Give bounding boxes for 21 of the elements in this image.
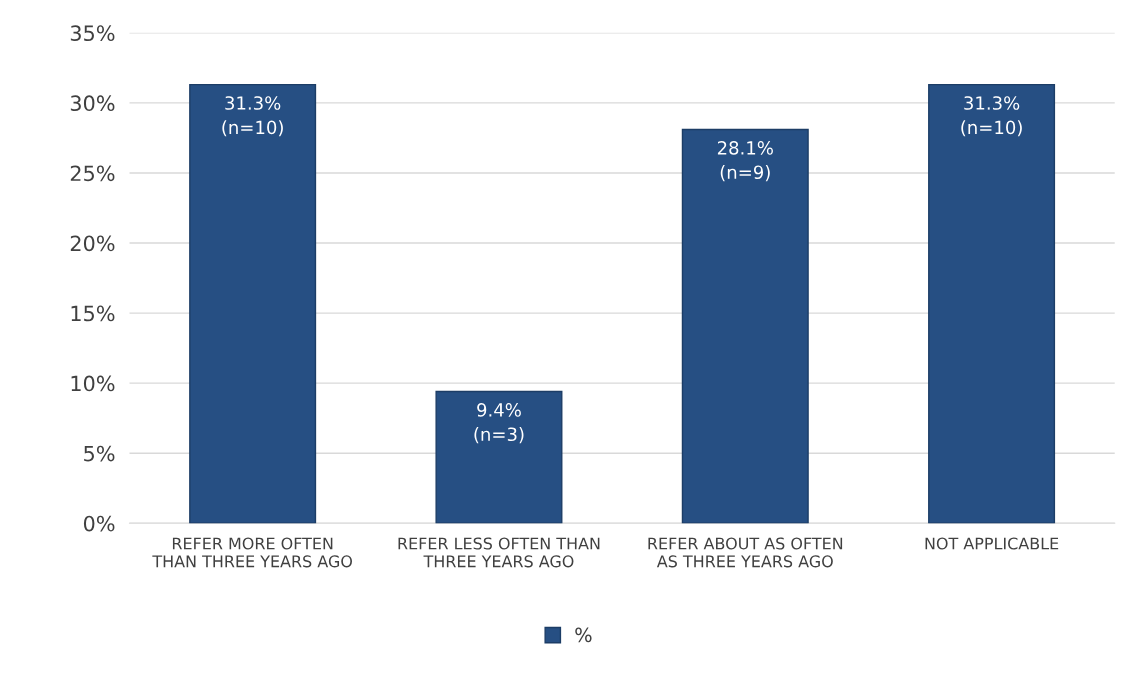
y-tick-label: 0% (83, 515, 115, 532)
data-label: 31.3% (n=10) (961, 96, 1022, 137)
y-tick-label: 10% (71, 375, 115, 392)
bar (189, 83, 317, 524)
y-tick-label: 30% (70, 95, 115, 112)
y-tick-label: 20% (70, 235, 115, 252)
x-tick-label: REFER MORE OFTEN THAN THREE YEARS AGO (152, 537, 353, 568)
x-tick-label: REFER LESS OFTEN THAN THREE YEARS AGO (398, 537, 600, 568)
y-tick-label: 35% (70, 25, 115, 42)
y-tick-label: 15% (71, 305, 115, 322)
data-label: 9.4% (n=3) (474, 403, 524, 444)
bar (928, 83, 1056, 524)
y-tick-label: 5% (84, 445, 115, 462)
y-tick-label: 25% (70, 165, 115, 182)
bar (435, 390, 563, 524)
data-label: 31.3% (n=10) (222, 96, 283, 137)
x-tick-label: NOT APPLICABLE (925, 537, 1059, 550)
bar (681, 128, 809, 524)
data-label: 28.1% (n=9) (717, 141, 773, 182)
x-tick-label: REFER ABOUT AS OFTEN AS THREE YEARS AGO (648, 537, 843, 568)
legend-label: % (575, 627, 592, 643)
